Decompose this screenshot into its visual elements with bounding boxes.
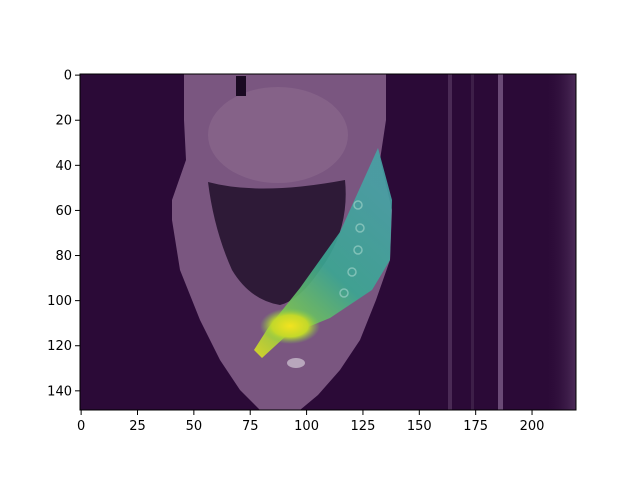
y-tick-label: 0 xyxy=(64,69,72,84)
y-tick-label: 140 xyxy=(47,384,72,399)
bone-marker xyxy=(287,358,305,368)
artifact-line xyxy=(471,74,474,410)
spine-markers xyxy=(339,200,365,298)
artifact-line xyxy=(498,74,503,410)
upper-organ xyxy=(208,87,348,183)
x-tick-label: 175 xyxy=(463,419,488,434)
y-axis: 0 20 40 60 80 100 120 140 xyxy=(47,69,80,399)
y-tick-label: 120 xyxy=(47,339,72,354)
y-tick-label: 80 xyxy=(55,249,72,264)
x-tick-label: 100 xyxy=(294,419,319,434)
y-tick-label: 60 xyxy=(55,204,72,219)
x-tick-label: 125 xyxy=(351,419,376,434)
y-tick-label: 20 xyxy=(55,114,72,129)
x-tick-label: 25 xyxy=(129,419,146,434)
artifact-line xyxy=(448,74,452,410)
x-tick-label: 50 xyxy=(186,419,203,434)
tube-marker xyxy=(236,76,246,96)
x-tick-label: 0 xyxy=(77,419,85,434)
x-axis: 0 25 50 75 100 125 150 175 200 xyxy=(77,410,544,434)
axes-frame xyxy=(79,73,577,411)
y-tick-label: 100 xyxy=(47,294,72,309)
dose-hotspot xyxy=(260,308,320,344)
x-tick-label: 150 xyxy=(407,419,432,434)
image-panel xyxy=(80,74,576,410)
artifact-edge xyxy=(545,74,576,410)
x-tick-label: 200 xyxy=(520,419,545,434)
x-tick-label: 75 xyxy=(242,419,259,434)
y-tick-label: 40 xyxy=(55,159,72,174)
